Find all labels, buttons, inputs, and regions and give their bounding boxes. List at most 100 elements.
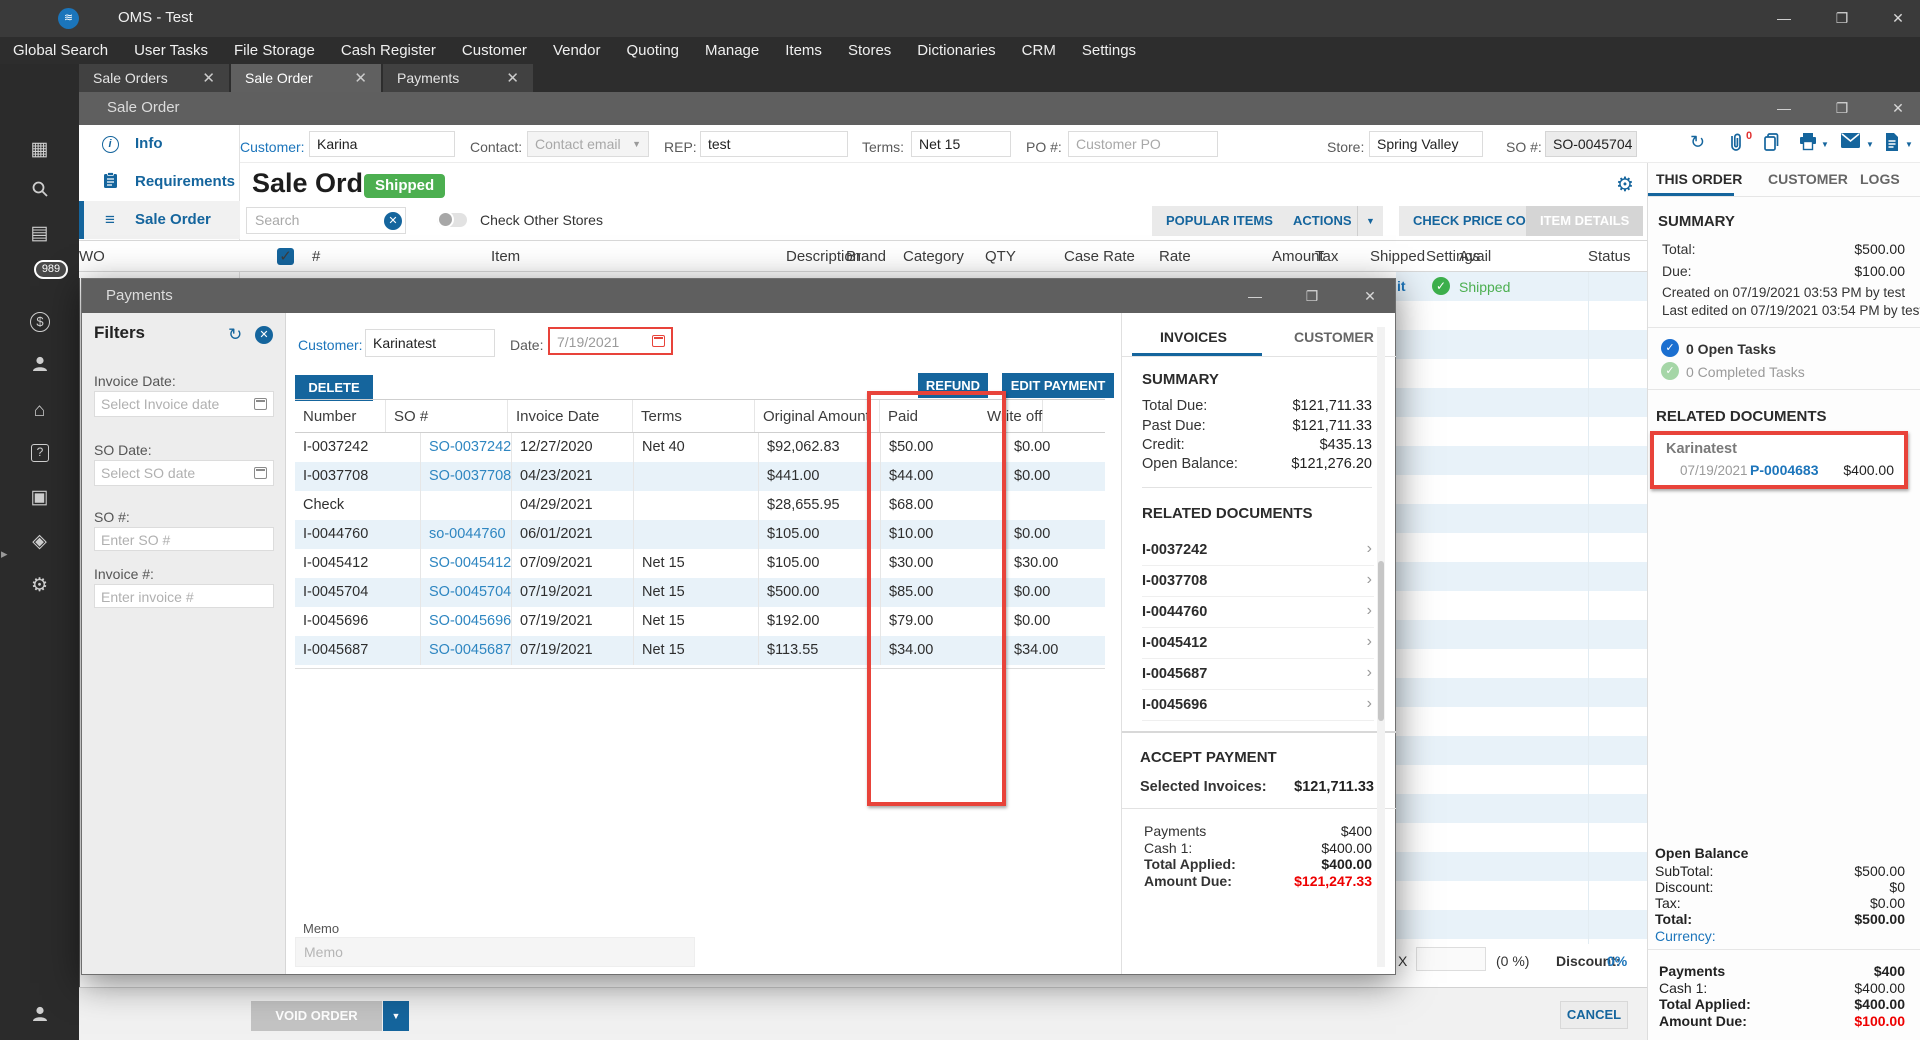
modal-close-button[interactable]: ✕: [1355, 284, 1385, 308]
menu-item[interactable]: CRM: [1009, 42, 1069, 59]
refresh-icon[interactable]: ↻: [1690, 132, 1705, 153]
search-icon[interactable]: [0, 180, 79, 204]
menu-item[interactable]: Customer: [449, 42, 540, 59]
actions-button[interactable]: ACTIONS: [1279, 206, 1366, 236]
delete-button[interactable]: DELETE: [295, 375, 373, 401]
select-all-checkbox[interactable]: ✓: [277, 248, 294, 265]
customer-field[interactable]: Karina: [309, 131, 455, 157]
actions-dropdown-icon[interactable]: ▼: [1357, 206, 1383, 236]
tab-customer[interactable]: CUSTOMER: [1768, 171, 1848, 187]
edit-payment-button[interactable]: EDIT PAYMENT: [1002, 373, 1114, 398]
modal-minimize-button[interactable]: —: [1240, 284, 1270, 308]
email-dropdown-icon[interactable]: ▼: [1866, 140, 1874, 149]
tax-input[interactable]: [1416, 947, 1486, 971]
nav-item-requirements[interactable]: Requirements: [79, 163, 240, 201]
filter-so-input[interactable]: Enter SO #: [94, 527, 274, 551]
so-date-input[interactable]: Select SO date: [94, 460, 274, 486]
print-icon[interactable]: [1798, 132, 1818, 156]
os-maximize-button[interactable]: ❐: [1828, 6, 1856, 30]
help-icon[interactable]: ?: [31, 444, 49, 462]
payment-customer-field[interactable]: Karinatest: [365, 329, 495, 357]
cell-so-link[interactable]: SO-0037242: [421, 433, 512, 462]
modal-maximize-button[interactable]: ❐: [1297, 284, 1327, 308]
open-tasks-label[interactable]: 0 Open Tasks: [1686, 341, 1776, 357]
cell-so-link[interactable]: SO-0045687: [421, 636, 512, 665]
print-dropdown-icon[interactable]: ▼: [1821, 140, 1829, 149]
related-invoice-item[interactable]: I-0044760 ›: [1142, 597, 1374, 628]
calendar-icon[interactable]: [254, 398, 267, 410]
customers-icon[interactable]: [0, 354, 79, 380]
menu-item[interactable]: Items: [772, 42, 835, 59]
files-icon[interactable]: ▤: [0, 222, 79, 245]
discount-value[interactable]: 0%: [1607, 953, 1627, 969]
related-invoice-item[interactable]: I-0037242 ›: [1142, 535, 1374, 566]
related-invoice-item[interactable]: I-0045696 ›: [1142, 690, 1374, 721]
scrollbar-thumb[interactable]: [1378, 561, 1384, 721]
menu-item[interactable]: Quoting: [613, 42, 692, 59]
document-tab[interactable]: Sale Order ✕: [231, 64, 381, 92]
check-other-stores-toggle[interactable]: [437, 213, 467, 227]
invoice-date-input[interactable]: Select Invoice date: [94, 391, 274, 417]
calendar-icon[interactable]: [254, 467, 267, 479]
nav-item-sale-order[interactable]: ≡ Sale Order: [79, 201, 240, 239]
popular-items-button[interactable]: POPULAR ITEMS: [1152, 206, 1287, 236]
menu-item[interactable]: File Storage: [221, 42, 328, 59]
page-settings-gear-icon[interactable]: ⚙: [1616, 172, 1634, 197]
item-search-input[interactable]: Search: [246, 207, 406, 234]
calendar-icon-red[interactable]: [652, 335, 665, 347]
copy-icon[interactable]: [1762, 132, 1780, 157]
user-icon[interactable]: [0, 1004, 79, 1030]
menu-item[interactable]: Stores: [835, 42, 904, 59]
store-field[interactable]: Spring Valley: [1369, 131, 1483, 157]
cell-so-link[interactable]: SO-0045412: [421, 549, 512, 578]
menu-item[interactable]: Vendor: [540, 42, 614, 59]
email-icon[interactable]: [1840, 132, 1861, 154]
cell-so-link[interactable]: [421, 491, 512, 520]
menu-item[interactable]: Settings: [1069, 42, 1149, 59]
filters-refresh-icon[interactable]: ↻: [228, 325, 242, 345]
window-minimize-button[interactable]: —: [1770, 96, 1798, 120]
terms-field[interactable]: Net 15: [911, 131, 1011, 157]
settings-icon[interactable]: ⚙: [0, 574, 79, 597]
tab-logs[interactable]: LOGS: [1860, 171, 1900, 187]
export-document-icon[interactable]: [1884, 132, 1900, 157]
related-invoice-item[interactable]: I-0045412 ›: [1142, 628, 1374, 659]
currency-link[interactable]: Currency:: [1655, 928, 1716, 944]
item-details-button[interactable]: ITEM DETAILS: [1526, 206, 1643, 236]
document-tab[interactable]: Payments ✕: [383, 64, 533, 92]
tab-close-icon[interactable]: ✕: [350, 69, 371, 87]
contact-select[interactable]: ▼Contact email: [527, 131, 649, 157]
paperclip-icon[interactable]: [1726, 132, 1744, 157]
tab-this-order[interactable]: THIS ORDER: [1656, 171, 1742, 187]
menu-item[interactable]: User Tasks: [121, 42, 221, 59]
menu-item[interactable]: Global Search: [0, 42, 121, 59]
cell-so-link[interactable]: so-0044760: [421, 520, 512, 549]
related-doc-link[interactable]: P-0004683: [1750, 462, 1819, 478]
export-dropdown-icon[interactable]: ▼: [1905, 140, 1913, 149]
edit-link-fragment[interactable]: it: [1397, 278, 1406, 294]
tab-close-icon[interactable]: ✕: [502, 69, 523, 87]
related-invoice-item[interactable]: I-0045687 ›: [1142, 659, 1374, 690]
cell-so-link[interactable]: SO-0045704: [421, 578, 512, 607]
nav-item-info[interactable]: i Info: [79, 125, 240, 163]
os-minimize-button[interactable]: —: [1770, 6, 1798, 30]
tasks-icon[interactable]: ▣: [0, 486, 79, 509]
cell-so-link[interactable]: SO-0045696: [421, 607, 512, 636]
tab-panel-customer[interactable]: CUSTOMER: [1294, 329, 1374, 345]
menu-item[interactable]: Dictionaries: [904, 42, 1008, 59]
related-invoice-item[interactable]: I-0037708 ›: [1142, 566, 1374, 597]
menu-item[interactable]: Cash Register: [328, 42, 449, 59]
tab-close-icon[interactable]: ✕: [198, 69, 219, 87]
window-maximize-button[interactable]: ❐: [1828, 96, 1856, 120]
filter-invoice-input[interactable]: Enter invoice #: [94, 584, 274, 608]
stores-icon[interactable]: ⌂: [0, 400, 79, 422]
window-close-button[interactable]: ✕: [1884, 96, 1912, 120]
completed-tasks-label[interactable]: 0 Completed Tasks: [1686, 364, 1805, 380]
search-clear-icon[interactable]: ✕: [384, 212, 402, 230]
rep-field[interactable]: test: [700, 131, 848, 157]
filters-clear-icon[interactable]: ✕: [255, 326, 273, 344]
po-field[interactable]: Customer PO: [1068, 131, 1218, 157]
void-order-dropdown-icon[interactable]: ▼: [383, 1001, 409, 1031]
tags-icon[interactable]: ◈: [0, 530, 79, 553]
cash-icon[interactable]: $: [30, 312, 50, 332]
